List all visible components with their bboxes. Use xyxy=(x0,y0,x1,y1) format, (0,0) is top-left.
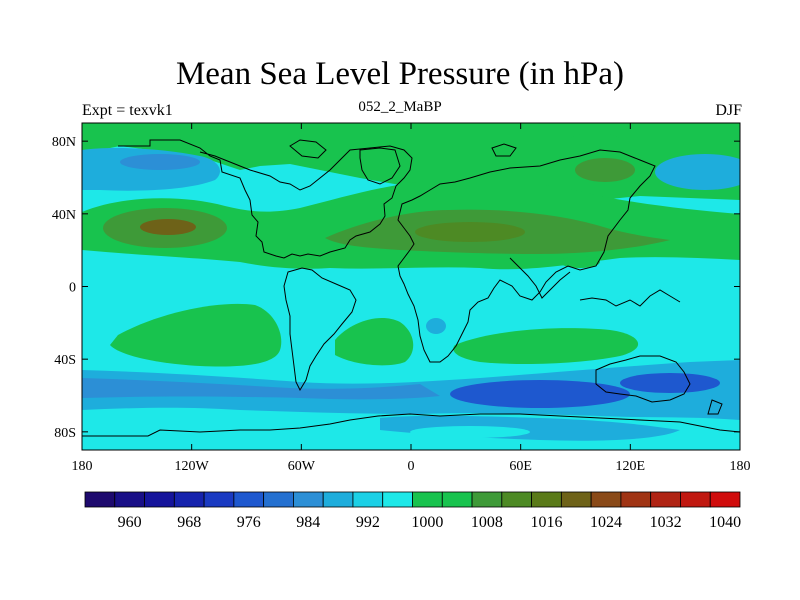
x-tick-label: 0 xyxy=(408,459,415,474)
x-tick-label: 180 xyxy=(72,459,93,474)
colorbar-swatch xyxy=(352,491,384,508)
coastline-siberia-islands xyxy=(491,143,517,157)
colorbar-label: 992 xyxy=(356,514,380,531)
band-976-southern-ocean xyxy=(450,380,630,408)
coastline-australia xyxy=(595,355,691,403)
y-tick-label: 80S xyxy=(54,426,76,441)
colorbar-swatch xyxy=(412,491,443,508)
x-tick-label: 120E xyxy=(616,459,646,474)
coastline-southeast-asia xyxy=(579,289,681,307)
coastline-north-america xyxy=(118,139,413,259)
colorbar-swatch xyxy=(680,491,711,508)
pressure-field xyxy=(82,123,740,450)
coastline-new-zealand xyxy=(707,399,723,415)
x-tick-label: 120W xyxy=(175,459,210,474)
band-984-aleutian xyxy=(120,154,200,170)
band-1016-arctic xyxy=(575,158,635,182)
colorbar-swatch xyxy=(84,491,116,508)
colorbar-swatch xyxy=(620,491,652,508)
colorbar-swatch xyxy=(441,491,473,508)
colorbar-swatch xyxy=(173,491,205,508)
band-1008-north-africa xyxy=(560,256,600,268)
colorbar-swatch xyxy=(114,491,145,508)
x-tick-label: 60E xyxy=(509,459,532,474)
band-1024-eurasia xyxy=(415,222,525,242)
colorbar-swatch xyxy=(501,491,532,508)
colorbar-swatch xyxy=(560,491,592,508)
season-label: DJF xyxy=(715,102,742,119)
coastline-south-america xyxy=(283,267,357,392)
coastline-antarctica xyxy=(82,413,740,437)
colorbar-label: 1008 xyxy=(471,514,503,531)
colorbar-swatch xyxy=(590,491,622,508)
colorbar-label: 1040 xyxy=(709,514,741,531)
coastline-south-asia xyxy=(509,257,571,299)
coastline-greenland xyxy=(359,147,401,185)
band-992-icelandic xyxy=(655,154,740,190)
colorbar-swatch xyxy=(471,491,503,508)
band-1008-indian-ocean xyxy=(453,328,639,364)
colorbar-swatch xyxy=(144,491,175,508)
experiment-label: Expt = texvk1 xyxy=(82,102,173,119)
colorbar-swatch xyxy=(531,491,562,508)
colorbar-label: 1032 xyxy=(650,514,682,531)
colorbar-label: 1016 xyxy=(530,514,562,531)
colorbar-swatch xyxy=(382,491,413,508)
colorbar-label: 976 xyxy=(237,514,261,531)
colorbar-label: 1000 xyxy=(411,514,443,531)
map-title: Mean Sea Level Pressure (in hPa) xyxy=(175,56,625,92)
y-tick-label: 40S xyxy=(54,353,76,368)
coastlines xyxy=(82,139,740,437)
period-label: 052_2_MaBP xyxy=(358,99,442,115)
colorbar-label: 984 xyxy=(296,514,320,531)
x-tick-label: 60W xyxy=(288,459,316,474)
colorbar-swatch xyxy=(233,491,265,508)
colorbar-label: 968 xyxy=(177,514,201,531)
band-976-southern-ocean-east xyxy=(620,373,720,393)
colorbar-swatch xyxy=(263,491,294,508)
colorbar-swatch xyxy=(203,491,235,508)
band-992-africa xyxy=(426,318,446,334)
y-tick-label: 0 xyxy=(69,281,76,296)
coastline-arctic-islands xyxy=(289,139,327,159)
colorbar-swatch xyxy=(650,491,681,508)
colorbar-swatch xyxy=(293,491,324,508)
colorbar-swatch xyxy=(709,491,741,508)
band-1000-antarctic xyxy=(410,426,530,438)
band-1008-arctic-patch xyxy=(565,133,625,157)
band-1008-south-atlantic xyxy=(335,318,414,366)
x-tick-label: 180 xyxy=(730,459,751,474)
band-1008-south-pacific xyxy=(110,303,282,367)
band-984-southern-ocean xyxy=(82,378,440,400)
y-tick-label: 80N xyxy=(52,135,76,150)
colorbar-swatch xyxy=(322,491,354,508)
colorbar: 960 968 976 984 992 1000 1008 1016 1024 1032 1040 xyxy=(84,491,741,531)
colorbar-label: 960 xyxy=(118,514,142,531)
colorbar-label: 1024 xyxy=(590,514,622,531)
axis-ticks: 180 120W 60W 0 60E 120E 180 80N 40N 0 40S 80S xyxy=(52,123,751,474)
band-1024-north-pacific xyxy=(140,219,196,235)
y-tick-label: 40N xyxy=(52,208,76,223)
coastline-eurasia-africa xyxy=(397,149,656,363)
